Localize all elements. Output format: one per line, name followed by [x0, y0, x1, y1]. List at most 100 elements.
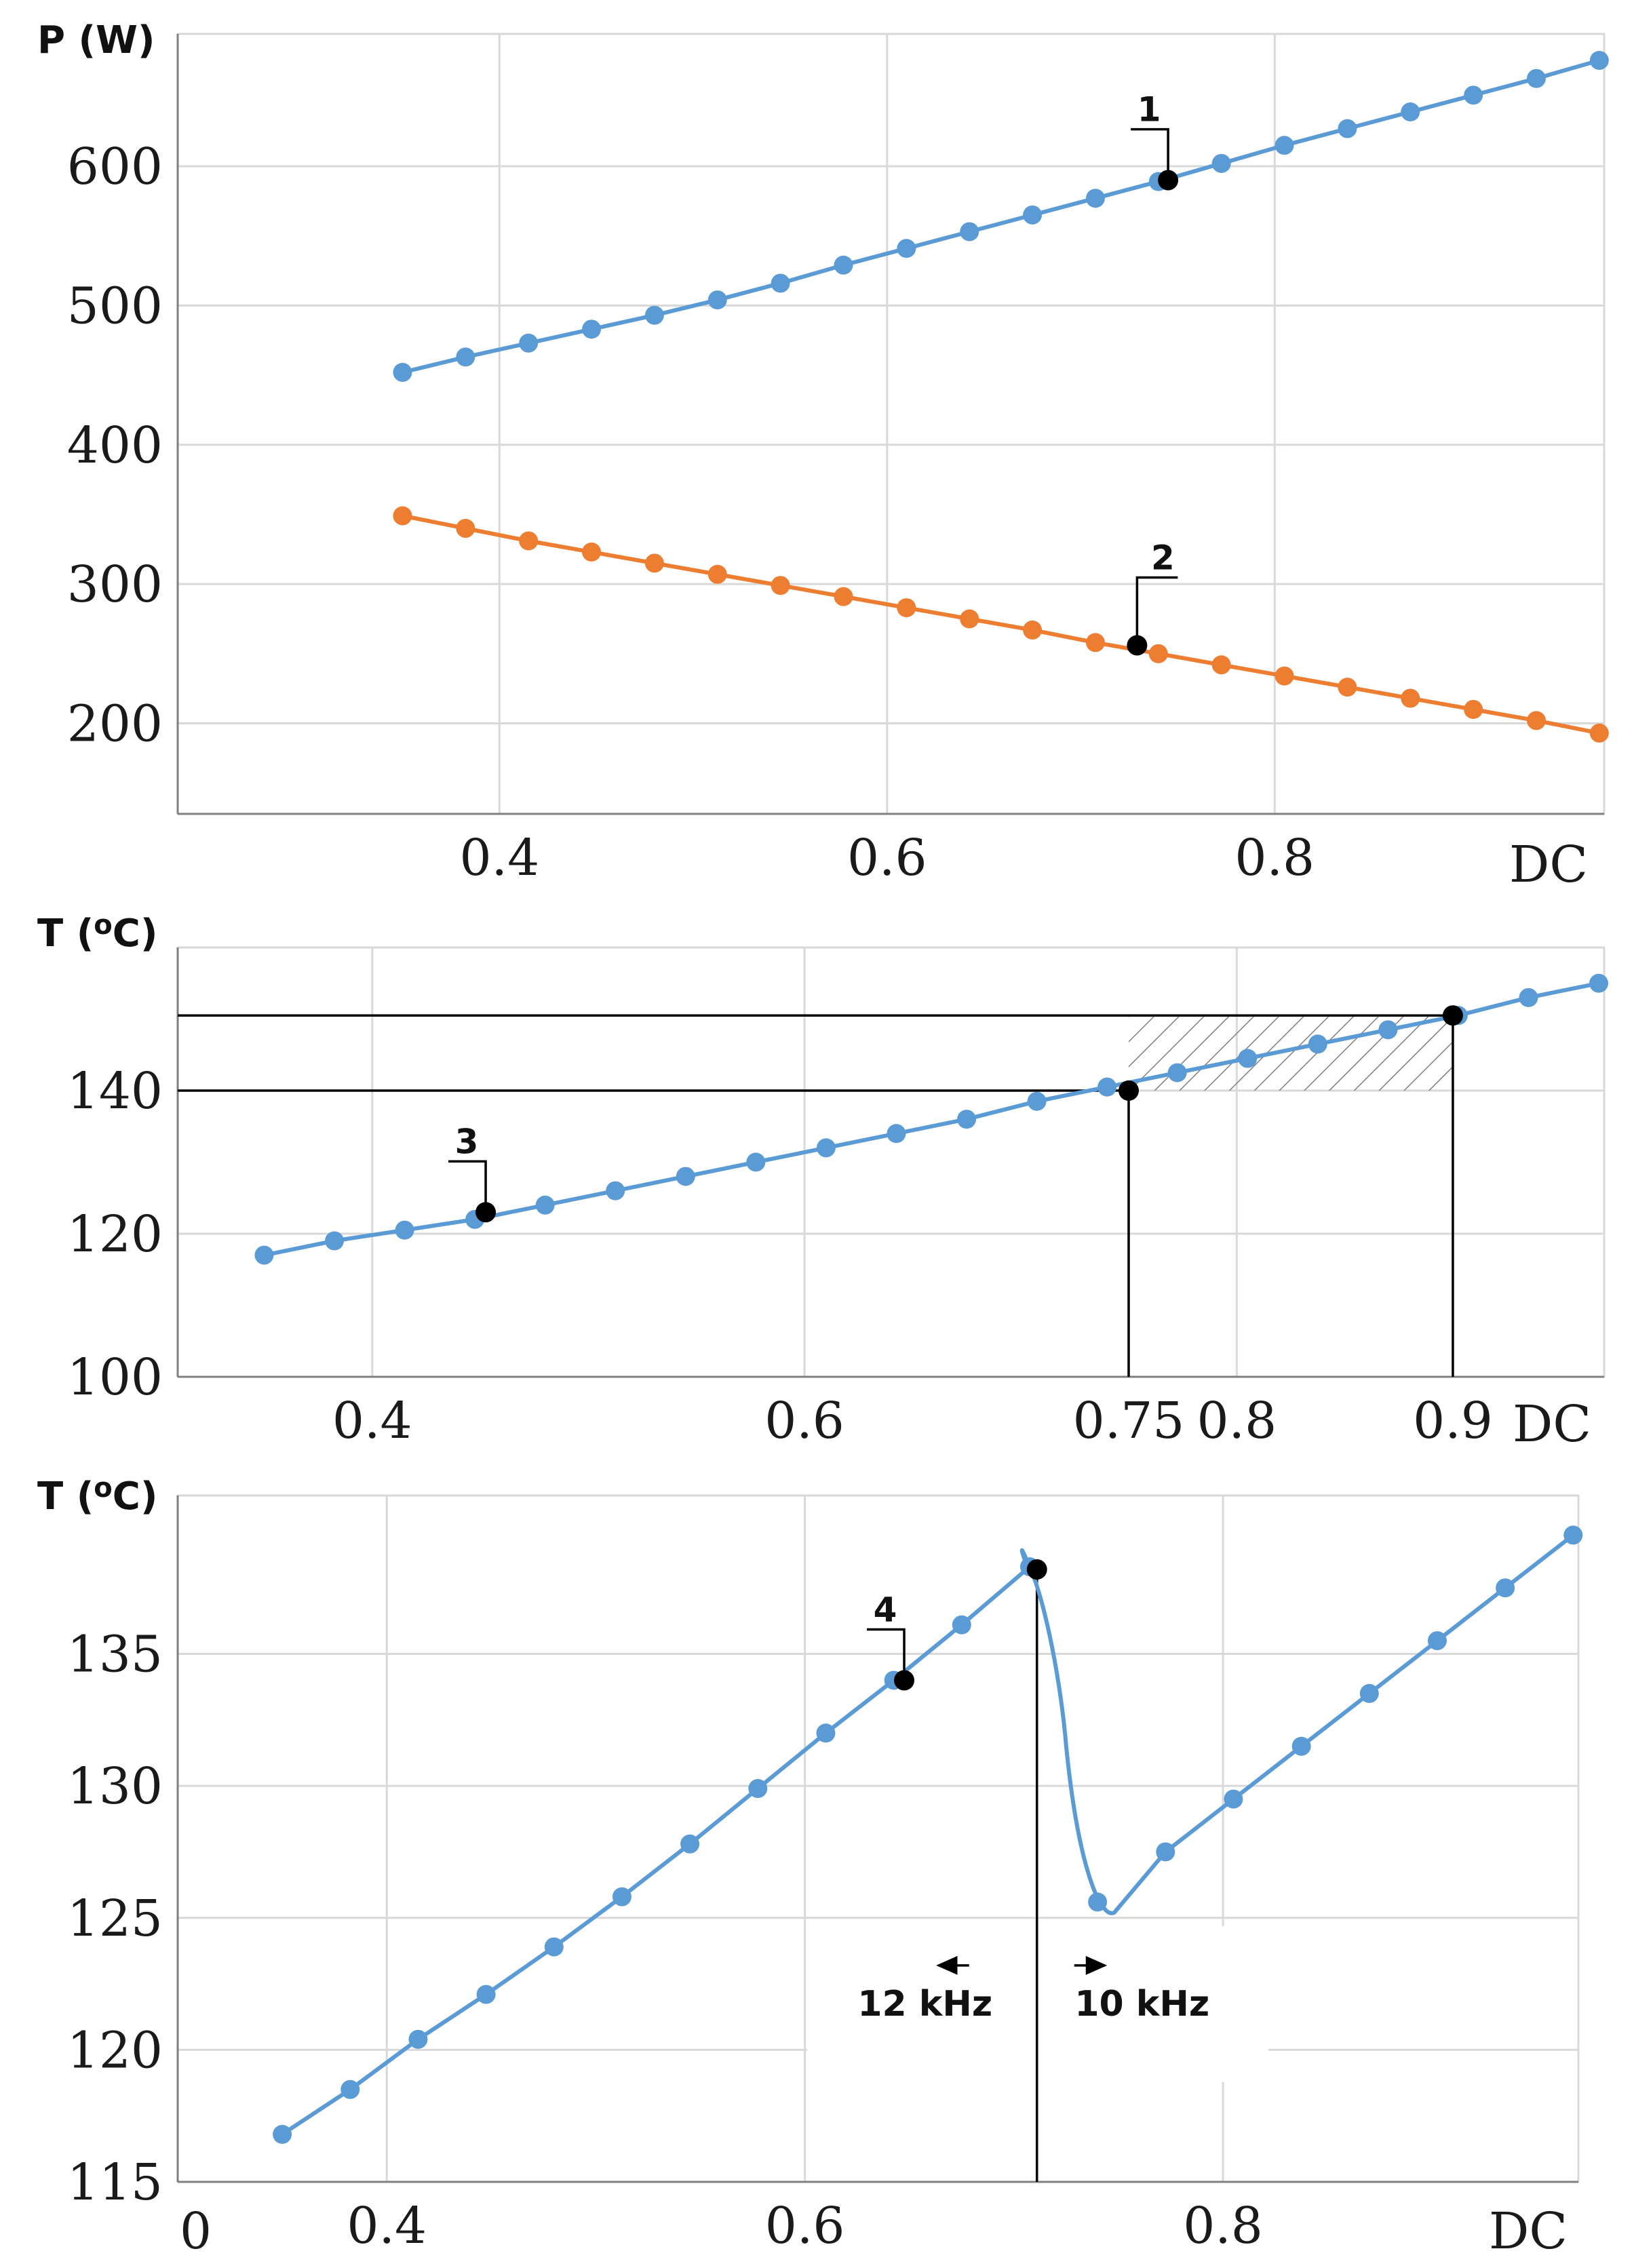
- temperature-threshold-chart: 100 120 140 0.4 0.6 0.75 0.8 0.9 T (oC) DC 3: [37, 910, 1609, 1453]
- data-point: [1338, 119, 1357, 138]
- data-point: [341, 2079, 360, 2099]
- marker-layer: 12: [1127, 90, 1179, 656]
- data-point: [395, 1220, 414, 1240]
- marker-point: [894, 1670, 915, 1691]
- data-point: [834, 255, 853, 275]
- data-point: [325, 1231, 345, 1251]
- marker-label: 2: [1151, 539, 1175, 578]
- x-tick-label: 0.4: [332, 1392, 412, 1450]
- x-tick-labels: 0.4 0.6 0.8: [347, 2197, 1263, 2255]
- data-point: [1085, 633, 1105, 652]
- x-tick-label: 0.4: [347, 2197, 427, 2255]
- x-tick-labels: 0.4 0.6 0.75 0.8 0.9: [332, 1392, 1493, 1450]
- x-tick-label: 0.8: [1234, 829, 1315, 887]
- data-point: [707, 290, 727, 310]
- y-tick-label: 120: [67, 2021, 163, 2079]
- data-point: [1023, 620, 1043, 640]
- y-tick-label: 120: [67, 1205, 163, 1264]
- y-tick-label: 115: [67, 2153, 163, 2212]
- series-layer: [393, 51, 1609, 743]
- data-point: [1291, 1736, 1311, 1756]
- data-point: [535, 1195, 555, 1215]
- x-tick-label: 0.8: [1197, 1392, 1277, 1450]
- y-tick-label: 100: [67, 1348, 163, 1407]
- data-point: [1338, 678, 1357, 697]
- data-point: [1526, 69, 1546, 88]
- marker-layer: 3: [448, 1005, 1463, 1223]
- data-point: [1023, 205, 1043, 224]
- data-point: [1464, 85, 1483, 105]
- data-point: [544, 1937, 564, 1957]
- data-point: [1526, 711, 1546, 730]
- y-tick-label: 500: [67, 277, 163, 335]
- x-tick-labels: 0.4 0.6 0.8: [459, 829, 1315, 887]
- y-tick-labels: 100 120 140: [67, 1062, 163, 1407]
- marker-leader: [1131, 128, 1169, 172]
- data-point: [676, 1167, 695, 1186]
- data-point: [960, 222, 979, 241]
- data-point: [519, 333, 539, 353]
- data-point: [1464, 699, 1483, 719]
- y-axis-label: P (W): [37, 18, 155, 62]
- x-tick-label: 0.6: [765, 2197, 845, 2255]
- plot-frame: [176, 946, 1606, 1378]
- data-point: [1308, 1034, 1327, 1054]
- data-point: [606, 1181, 625, 1200]
- data-point: [1378, 1020, 1398, 1040]
- data-point: [816, 1138, 836, 1158]
- data-point: [644, 553, 664, 573]
- y-axis-label: T (oC): [37, 910, 157, 956]
- y-tick-label: 400: [67, 416, 163, 475]
- data-point: [254, 1245, 274, 1265]
- marker-label: 1: [1137, 90, 1161, 130]
- marker-point: [1442, 1005, 1463, 1026]
- data-point: [834, 587, 853, 606]
- y-tick-label: 140: [67, 1062, 163, 1120]
- data-point: [952, 1615, 971, 1635]
- marker-leader: [1135, 576, 1178, 638]
- data-point: [960, 609, 979, 629]
- data-point: [887, 1124, 906, 1143]
- reference-lines: [178, 1014, 1454, 1377]
- data-point: [456, 347, 475, 367]
- data-point: [1167, 1063, 1187, 1082]
- data-point: [1563, 1525, 1583, 1545]
- data-point: [1519, 988, 1538, 1007]
- series-line-blue: [402, 58, 1600, 374]
- x-tick-label: 0.9: [1413, 1392, 1493, 1450]
- data-point: [1224, 1789, 1243, 1809]
- data-point: [1275, 136, 1294, 155]
- x-origin-label: 0: [180, 2202, 212, 2261]
- data-point: [746, 1152, 766, 1172]
- data-point: [1589, 51, 1609, 71]
- data-point: [1401, 688, 1420, 708]
- data-point: [707, 564, 727, 584]
- data-point: [1275, 666, 1294, 686]
- y-tick-labels: 115 120 125 130 135: [67, 1626, 163, 2212]
- data-point: [897, 598, 916, 618]
- y-axis-label: T (oC): [37, 1472, 157, 1519]
- data-point: [1359, 1683, 1379, 1703]
- y-tick-label: 600: [67, 138, 163, 196]
- marker-leader: [448, 1160, 487, 1205]
- marker-point: [1127, 635, 1148, 656]
- x-tick-label: 0.4: [459, 829, 539, 887]
- y-tick-labels: 200 300 400 500 600: [67, 138, 163, 753]
- frequency-label-12khz: 12 kHz: [857, 1984, 992, 2025]
- y-tick-label: 135: [67, 1626, 163, 1684]
- data-point: [897, 239, 916, 258]
- data-point: [1238, 1049, 1258, 1068]
- data-point: [612, 1887, 631, 1907]
- gridlines: [178, 947, 1604, 1378]
- data-point: [748, 1779, 768, 1799]
- data-point: [476, 1984, 496, 2004]
- data-point: [1211, 655, 1231, 675]
- y-tick-label: 130: [67, 1757, 163, 1816]
- data-point: [1027, 1091, 1047, 1111]
- data-point: [393, 363, 412, 383]
- data-point: [1496, 1578, 1515, 1598]
- marker-label: 3: [455, 1122, 479, 1161]
- marker-point: [1158, 170, 1179, 191]
